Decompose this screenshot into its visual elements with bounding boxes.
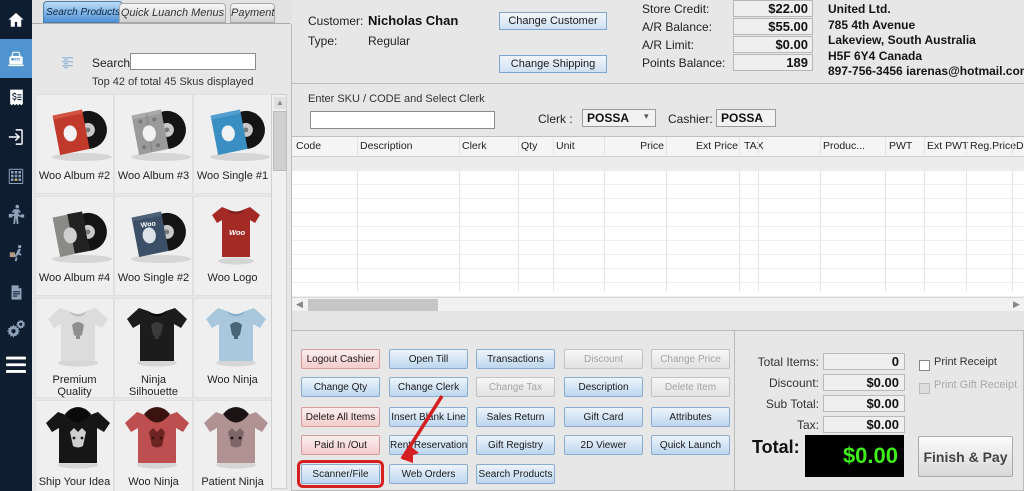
svg-text:Woo: Woo bbox=[229, 228, 246, 237]
